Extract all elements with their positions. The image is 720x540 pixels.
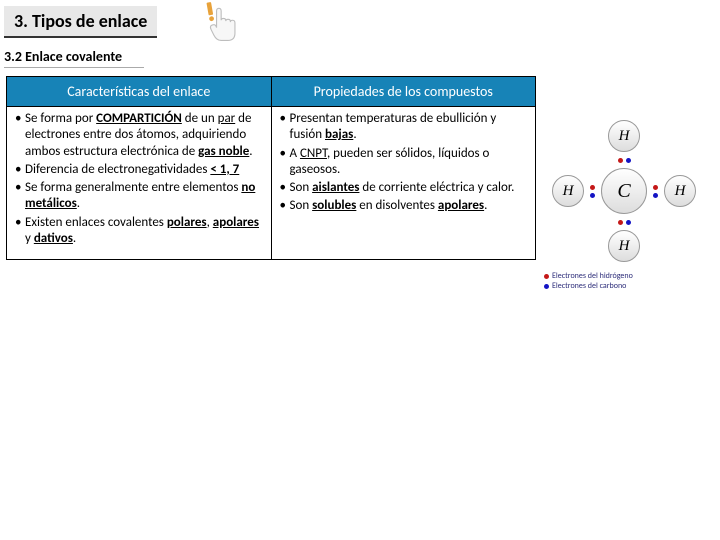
electron-dot [653, 193, 658, 198]
atom-hydrogen-top: H [608, 120, 640, 152]
table-cell-characteristics: Se forma por COMPARTICIÓN de un par de e… [7, 107, 272, 260]
electron-dot [590, 185, 595, 190]
hand-pointer-icon [200, 0, 246, 46]
electron-dot [618, 220, 623, 225]
electron-dot [626, 158, 631, 163]
molecule-diagram: C H H H H [544, 116, 704, 266]
legend-row-carbon: Electrones del carbono [544, 282, 714, 292]
atom-hydrogen-bottom: H [608, 230, 640, 262]
char-item: Se forma generalmente entre elementos no… [13, 180, 265, 213]
char-item: Existen enlaces covalentes polares, apol… [13, 215, 265, 248]
electron-dot [618, 158, 623, 163]
atom-hydrogen-right: H [664, 175, 696, 207]
char-item: Diferencia de electronegatividades < 1, … [13, 162, 265, 178]
atom-carbon: C [601, 168, 647, 214]
legend-dot-icon [544, 284, 549, 289]
content-row: Características del enlace Propiedades d… [0, 76, 720, 291]
electron-dot [590, 193, 595, 198]
bond-table: Características del enlace Propiedades d… [6, 76, 536, 260]
prop-item: Son aislantes de corriente eléctrica y c… [278, 180, 530, 196]
table-header-left: Características del enlace [7, 77, 272, 107]
table-cell-properties: Presentan temperaturas de ebullición y f… [271, 107, 536, 260]
prop-item: Son solubles en disolventes apolares. [278, 198, 530, 214]
char-item: Se forma por COMPARTICIÓN de un par de e… [13, 111, 265, 160]
prop-item: Presentan temperaturas de ebullición y f… [278, 111, 530, 144]
electron-dot [653, 185, 658, 190]
diagram-legend: Electrones del hidrógeno Electrones del … [544, 272, 714, 291]
section-subtitle: 3.2 Enlace covalente [4, 48, 144, 68]
atom-hydrogen-left: H [552, 175, 584, 207]
page-title: 3. Tipos de enlace [4, 6, 157, 38]
legend-label: Electrones del carbono [552, 282, 626, 292]
molecule-diagram-wrap: C H H H H Electrones del hidrógeno [544, 76, 714, 291]
prop-item: A CNPT, pueden ser sólidos, líquidos o g… [278, 146, 530, 179]
table-header-right: Propiedades de los compuestos [271, 77, 536, 107]
electron-dot [626, 220, 631, 225]
legend-dot-icon [544, 274, 549, 279]
